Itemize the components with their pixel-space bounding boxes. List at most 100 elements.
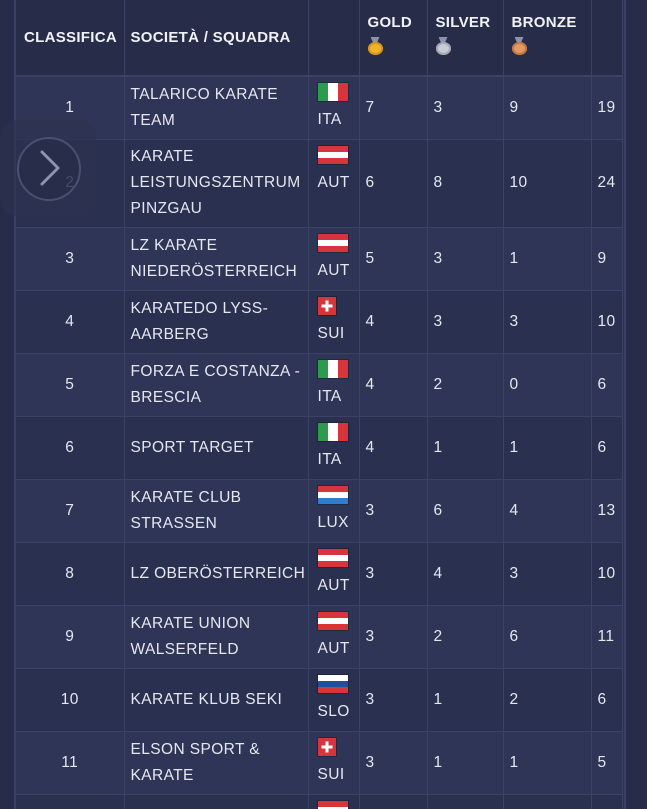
team-name-line: FORZA E COSTANZA - [130, 362, 301, 380]
team-name-line: PINZGAU [130, 200, 203, 217]
silver-count-cell: 1 [427, 668, 504, 732]
flag-it-icon [317, 422, 348, 441]
nation-code: AUT [317, 639, 350, 657]
table-row[interactable]: 6 SPORT TARGET ITA 4 1 1 6 [16, 416, 623, 480]
gold-count-cell: 3 [359, 731, 428, 795]
table-row[interactable]: 3 LZ KARATE NIEDERÖSTERREICH AUT 5 3 1 9 [16, 227, 623, 291]
flag-at-icon [317, 145, 348, 164]
bronze-count-cell: 10 [503, 139, 592, 228]
gold-count-cell: 4 [359, 290, 428, 354]
nation-cell: SLO [308, 668, 360, 732]
silver-count-cell: 2 [427, 353, 504, 417]
table-row[interactable]: 1 TALARICO KARATE TEAM ITA 7 3 9 19 [16, 76, 623, 140]
nation-cell: ITA [308, 416, 360, 480]
bronze-count-cell: 2 [503, 668, 592, 732]
nation-code: AUT [317, 576, 350, 594]
team-name-line: TALARICO KARATE [130, 85, 279, 103]
gold-count-cell: 5 [359, 227, 428, 291]
flag-at-icon [317, 548, 348, 567]
nation-cell: AUT [308, 542, 360, 606]
header-silver[interactable]: SILVER [427, 0, 504, 77]
table-row[interactable] [16, 794, 623, 809]
table-row[interactable]: 10 KARATE KLUB SEKI SLO 3 1 2 6 [16, 668, 623, 732]
nation-code: LUX [317, 513, 349, 531]
silver-count-cell [427, 794, 504, 809]
team-name-line: AARBERG [130, 325, 210, 343]
bronze-count-cell: 0 [503, 353, 592, 417]
bronze-count-cell: 9 [503, 76, 592, 140]
nation-cell: ITA [308, 76, 360, 140]
table-row[interactable]: 9 KARATE UNION WALSERFELD AUT 3 2 6 11 [16, 605, 623, 669]
carousel-next-button[interactable] [0, 120, 96, 216]
flag-ch-icon [317, 296, 336, 315]
rank-cell: 9 [16, 605, 125, 669]
team-name-line: NIEDERÖSTERREICH [130, 262, 298, 280]
team-name-line: KARATE [130, 148, 194, 165]
total-count-cell: 13 [591, 479, 623, 543]
table-row[interactable]: 2KARATELEISTUNGSZENTRUMPINZGAUAUT681024 [16, 139, 623, 228]
flag-it-icon [317, 83, 348, 101]
gold-count-cell [359, 794, 428, 809]
header-gold-label: GOLD [367, 14, 413, 31]
table-row[interactable]: 7 KARATE CLUB STRASSEN LUX 3 6 4 13 [16, 479, 623, 543]
silver-count-cell: 6 [427, 479, 504, 543]
rank-cell: 3 [16, 227, 125, 291]
total-count-cell: 6 [591, 353, 623, 417]
team-name-line: LZ OBERÖSTERREICH [130, 564, 306, 582]
team-name-cell: FORZA E COSTANZA - BRESCIA [124, 353, 309, 417]
table-row[interactable]: 5 FORZA E COSTANZA - BRESCIA ITA 4 2 0 6 [16, 353, 623, 417]
bronze-count-cell: 1 [503, 731, 592, 795]
table-header-row: CLASSIFICA SOCIETÀ / SQUADRA GOLD SILVER… [16, 0, 623, 77]
chevron-right-icon [40, 150, 60, 186]
total-count-cell [591, 794, 623, 809]
header-rank[interactable]: CLASSIFICA [16, 0, 125, 77]
bronze-count-cell [503, 794, 592, 809]
team-name-line: TEAM [130, 111, 176, 129]
header-nation [308, 0, 360, 77]
table-row[interactable]: 8 LZ OBERÖSTERREICH AUT 3 4 3 10 [16, 542, 623, 606]
bronze-medal-icon [511, 37, 527, 55]
carousel-next-ring [17, 137, 81, 201]
gold-medal-icon [367, 37, 383, 55]
table-row[interactable]: 4 KARATEDO LYSS- AARBERG SUI 4 3 3 10 [16, 290, 623, 354]
table-row[interactable]: 11 ELSON SPORT & KARATE SUI 3 1 1 5 [16, 731, 623, 795]
nation-cell: SUI [308, 290, 360, 354]
nation-code: AUT [317, 173, 350, 191]
nation-cell: LUX [308, 479, 360, 543]
team-name-cell: KARATE LEISTUNGSZENTRUM PINZGAU [124, 139, 309, 228]
rank-cell: 4 [16, 290, 125, 354]
bronze-count-cell: 1 [503, 227, 592, 291]
rank-cell: 8 [16, 542, 125, 606]
flag-si-icon [317, 674, 348, 693]
rank-cell: 11 [16, 731, 125, 795]
team-name-cell: TALARICO KARATE TEAM [124, 76, 309, 140]
team-name-cell: ELSON SPORT & KARATE [124, 731, 309, 795]
header-gold[interactable]: GOLD [359, 0, 428, 77]
gold-count-cell: 3 [359, 668, 428, 732]
gold-count-cell: 4 [359, 353, 428, 417]
flag-at-icon [317, 800, 348, 809]
total-count-cell: 6 [591, 416, 623, 480]
silver-count-cell: 2 [427, 605, 504, 669]
silver-count-cell: 1 [427, 731, 504, 795]
header-team[interactable]: SOCIETÀ / SQUADRA [124, 0, 309, 77]
team-name-line: KARATE CLUB [130, 488, 242, 506]
nation-cell: SUI [308, 731, 360, 795]
team-name-line: LEISTUNGSZENTRUM [130, 174, 301, 191]
team-name-line: ELSON SPORT & [130, 740, 261, 758]
header-total [591, 0, 623, 77]
team-name-line: LZ KARATE [130, 236, 218, 254]
silver-count-cell: 3 [427, 227, 504, 291]
team-name-line: WALSERFELD [130, 640, 240, 658]
silver-count-cell: 3 [427, 76, 504, 140]
flag-ch-icon [317, 737, 336, 756]
nation-code: ITA [317, 387, 342, 405]
team-name-cell [124, 794, 309, 809]
rank-cell: 10 [16, 668, 125, 732]
team-name-cell: KARATE UNION WALSERFELD [124, 605, 309, 669]
total-count-cell: 11 [591, 605, 623, 669]
nation-code: ITA [317, 111, 342, 128]
header-bronze[interactable]: BRONZE [503, 0, 592, 77]
flag-at-icon [317, 611, 348, 630]
